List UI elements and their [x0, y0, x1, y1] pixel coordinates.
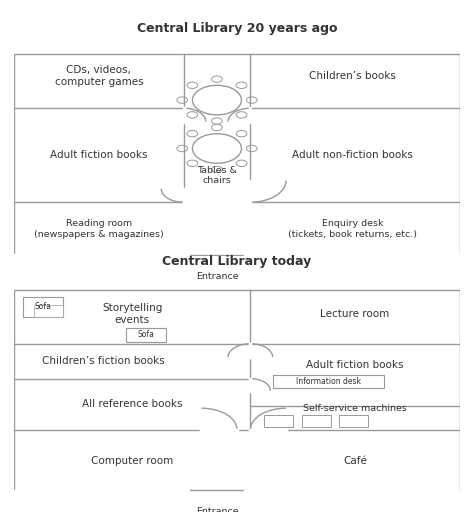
Bar	[301, 415, 330, 427]
Text: Entrance: Entrance	[196, 272, 238, 281]
Text: Sofa: Sofa	[35, 302, 52, 311]
Bar	[126, 328, 166, 343]
Text: Central Library 20 years ago: Central Library 20 years ago	[137, 22, 337, 35]
Text: Lecture room: Lecture room	[320, 309, 390, 319]
Bar	[264, 415, 292, 427]
Text: Entrance: Entrance	[196, 507, 238, 512]
Circle shape	[211, 76, 222, 82]
Bar	[273, 375, 384, 388]
Text: Children’s fiction books: Children’s fiction books	[42, 356, 164, 366]
Circle shape	[177, 145, 188, 152]
Text: Central Library today: Central Library today	[163, 254, 311, 268]
Circle shape	[211, 166, 222, 173]
Bar	[23, 296, 63, 317]
Circle shape	[236, 112, 247, 118]
Text: Storytelling
events: Storytelling events	[102, 303, 163, 325]
Bar	[188, 490, 246, 496]
Circle shape	[192, 134, 241, 163]
Circle shape	[187, 131, 198, 137]
Circle shape	[246, 145, 257, 152]
Bar	[188, 255, 246, 261]
Text: Computer room: Computer room	[91, 456, 173, 465]
Circle shape	[236, 82, 247, 89]
Bar	[34, 305, 63, 317]
Circle shape	[187, 112, 198, 118]
Text: Tables &
chairs: Tables & chairs	[197, 166, 237, 185]
Text: Sofa: Sofa	[137, 330, 154, 339]
Circle shape	[236, 131, 247, 137]
Text: Enquiry desk
(tickets, book returns, etc.): Enquiry desk (tickets, book returns, etc…	[288, 220, 417, 239]
Circle shape	[192, 86, 241, 115]
Bar	[339, 415, 368, 427]
Text: Information desk: Information desk	[296, 377, 361, 386]
Circle shape	[187, 82, 198, 89]
Text: Adult fiction books: Adult fiction books	[306, 360, 404, 370]
Circle shape	[211, 124, 222, 131]
Text: CDs, videos,
computer games: CDs, videos, computer games	[55, 65, 143, 87]
Text: All reference books: All reference books	[82, 399, 182, 409]
Text: Adult fiction books: Adult fiction books	[50, 150, 147, 160]
Circle shape	[246, 97, 257, 103]
Circle shape	[236, 160, 247, 166]
Circle shape	[187, 160, 198, 166]
Circle shape	[211, 118, 222, 124]
Text: Adult non-fiction books: Adult non-fiction books	[292, 150, 413, 160]
Text: Reading room
(newspapers & magazines): Reading room (newspapers & magazines)	[34, 220, 164, 239]
Text: Self-service machines: Self-service machines	[303, 403, 407, 413]
Text: Café: Café	[343, 456, 367, 465]
Circle shape	[177, 97, 188, 103]
Text: Children’s books: Children’s books	[310, 71, 396, 81]
